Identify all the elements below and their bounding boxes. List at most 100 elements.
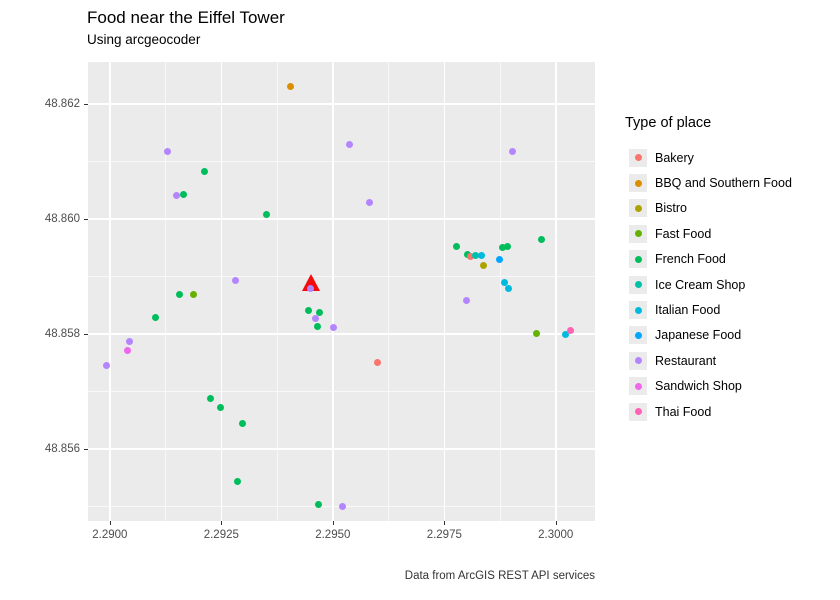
y-tick-label: 48.860 <box>44 213 80 226</box>
data-point <box>216 404 224 412</box>
legend-label: Sandwich Shop <box>655 379 742 394</box>
minor-gridline-x <box>165 62 166 521</box>
data-point <box>304 306 312 314</box>
y-tick-mark <box>84 334 88 336</box>
data-point <box>164 147 172 155</box>
data-point <box>504 285 512 293</box>
legend-item: Fast Food <box>623 221 792 246</box>
legend-key <box>629 301 647 320</box>
legend-label: BBQ and Southern Food <box>655 176 792 191</box>
legend-label: Bakery <box>655 150 694 165</box>
legend-item: Thai Food <box>623 399 792 424</box>
thai-food-dot-icon <box>634 408 642 416</box>
major-gridline-y <box>88 448 595 450</box>
ice-cream-shop-dot-icon <box>634 281 642 289</box>
major-gridline-x <box>109 62 111 521</box>
data-point <box>479 261 487 269</box>
legend-label: Restaurant <box>655 353 717 368</box>
legend-key <box>629 224 647 243</box>
data-point <box>173 191 181 199</box>
legend-key <box>629 402 647 421</box>
major-gridline-x <box>443 62 446 521</box>
data-point <box>466 252 474 260</box>
legend-label: Italian Food <box>655 303 721 318</box>
japanese-food-dot-icon <box>634 331 642 339</box>
data-point <box>315 501 323 509</box>
data-point <box>180 190 188 198</box>
x-tick-mark <box>555 521 557 525</box>
data-point <box>508 147 516 155</box>
legend-item: Restaurant <box>623 348 792 373</box>
fast-food-dot-icon <box>634 230 642 238</box>
minor-gridline-y <box>88 391 595 392</box>
data-point <box>452 242 460 250</box>
x-tick-mark <box>444 521 446 525</box>
caption: Data from ArcGIS REST API services <box>404 570 595 582</box>
data-point <box>365 198 373 206</box>
legend-label: Japanese Food <box>655 328 742 343</box>
eiffel-tower-marker <box>301 274 320 292</box>
legend-item: Sandwich Shop <box>623 374 792 399</box>
x-tick-label: 2.2975 <box>426 529 462 541</box>
sandwich-shop-dot-icon <box>634 382 642 390</box>
data-point <box>532 329 540 337</box>
data-point <box>345 140 353 148</box>
legend-label: Bistro <box>655 201 687 216</box>
bistro-dot-icon <box>634 204 642 212</box>
data-point <box>201 168 209 176</box>
legend-key <box>629 174 647 193</box>
data-point <box>471 251 479 259</box>
data-point <box>503 242 511 250</box>
data-point <box>207 394 215 402</box>
bbq-and-southern-food-dot-icon <box>634 179 642 187</box>
minor-gridline-x <box>276 62 278 521</box>
legend-label: French Food <box>655 252 726 267</box>
data-point <box>373 359 381 367</box>
x-tick-label: 2.2900 <box>92 529 128 541</box>
data-point <box>462 296 470 304</box>
major-gridline-y <box>88 218 595 220</box>
legend-key <box>629 250 647 269</box>
data-point <box>561 331 569 339</box>
legend-key <box>629 275 647 294</box>
data-point <box>500 278 508 286</box>
plot-panel <box>88 62 595 521</box>
data-point <box>315 308 323 316</box>
restaurant-dot-icon <box>634 357 642 365</box>
legend-item: Bakery <box>623 145 792 170</box>
data-point <box>339 503 347 511</box>
legend-label: Ice Cream Shop <box>655 277 746 292</box>
data-point <box>103 362 111 370</box>
x-tick-mark <box>109 521 111 525</box>
x-tick-label: 2.3000 <box>538 529 574 541</box>
legend-key <box>629 351 647 370</box>
legend-key <box>629 148 647 167</box>
minor-gridline-y <box>88 276 595 277</box>
x-tick-label: 2.2925 <box>203 529 239 541</box>
major-gridline-y <box>88 103 595 105</box>
data-point <box>124 347 132 355</box>
x-tick-mark <box>221 521 223 525</box>
y-tick-mark <box>84 219 88 221</box>
minor-gridline-x <box>499 62 501 521</box>
legend-title: Type of place <box>625 115 712 131</box>
legend-item: Italian Food <box>623 297 792 322</box>
data-point <box>234 478 242 486</box>
data-point <box>311 315 319 323</box>
major-gridline-x <box>332 62 334 521</box>
legend-label: Fast Food <box>655 226 712 241</box>
minor-gridline-x <box>388 62 389 521</box>
y-tick-label: 48.856 <box>44 443 80 456</box>
data-point <box>152 313 160 321</box>
data-point <box>537 235 545 243</box>
y-tick-mark <box>84 103 88 105</box>
legend-items: Bakery BBQ and Southern Food Bistro Fast Fo… <box>623 145 792 424</box>
legend-key <box>629 377 647 396</box>
data-point <box>125 338 133 346</box>
plot-title: Food near the Eiffel Tower <box>87 8 285 27</box>
french-food-dot-icon <box>634 255 642 263</box>
legend-item: Ice Cream Shop <box>623 272 792 297</box>
legend-item: French Food <box>623 247 792 272</box>
data-point <box>262 210 270 218</box>
